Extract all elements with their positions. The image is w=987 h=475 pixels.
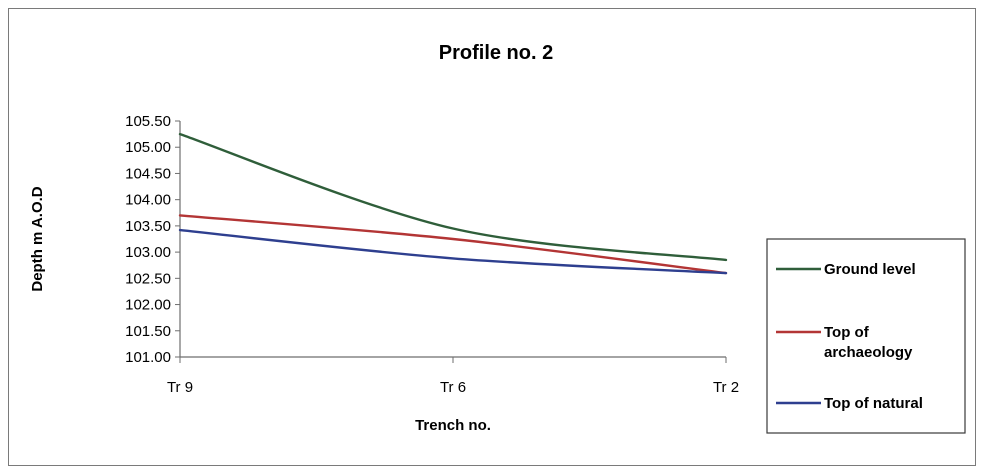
y-axis-label: Depth m A.O.D bbox=[29, 186, 46, 291]
x-tick-label: Tr 9 bbox=[167, 379, 193, 396]
x-tick-group: Tr 9 Tr 6 Tr 2 bbox=[167, 357, 739, 396]
legend-box bbox=[766, 238, 966, 434]
y-tick-label: 104.50 bbox=[125, 165, 171, 182]
y-tick-label: 105.00 bbox=[125, 139, 171, 156]
y-tick-label: 102.50 bbox=[125, 270, 171, 287]
legend: Ground level Top of archaeology Top of natu… bbox=[776, 261, 923, 412]
x-tick-label: Tr 2 bbox=[713, 379, 739, 396]
y-tick-label: 104.00 bbox=[125, 192, 171, 209]
series-line-2 bbox=[178, 214, 728, 275]
legend-label-3: Top of natural bbox=[824, 395, 923, 412]
series-group bbox=[178, 132, 728, 275]
legend-label-2: archaeology bbox=[824, 344, 913, 361]
series-line-3 bbox=[178, 228, 728, 275]
y-tick-label: 101.50 bbox=[125, 323, 171, 340]
x-tick-label: Tr 6 bbox=[440, 379, 466, 396]
chart-title: Profile no. 2 bbox=[439, 42, 553, 64]
y-tick-label: 102.00 bbox=[125, 297, 171, 314]
y-tick-group: 105.50 105.00 104.50 104.00 103.50 103.00 102.… bbox=[125, 113, 180, 366]
legend-label-1: Ground level bbox=[824, 261, 916, 278]
series-line-1 bbox=[178, 132, 728, 262]
y-tick-label: 103.00 bbox=[125, 244, 171, 261]
x-axis-label: Trench no. bbox=[415, 417, 491, 434]
y-tick-label: 103.50 bbox=[125, 218, 171, 235]
legend-label-2: Top of bbox=[824, 324, 870, 341]
y-tick-label: 105.50 bbox=[125, 113, 171, 130]
y-tick-label: 101.00 bbox=[125, 349, 171, 366]
